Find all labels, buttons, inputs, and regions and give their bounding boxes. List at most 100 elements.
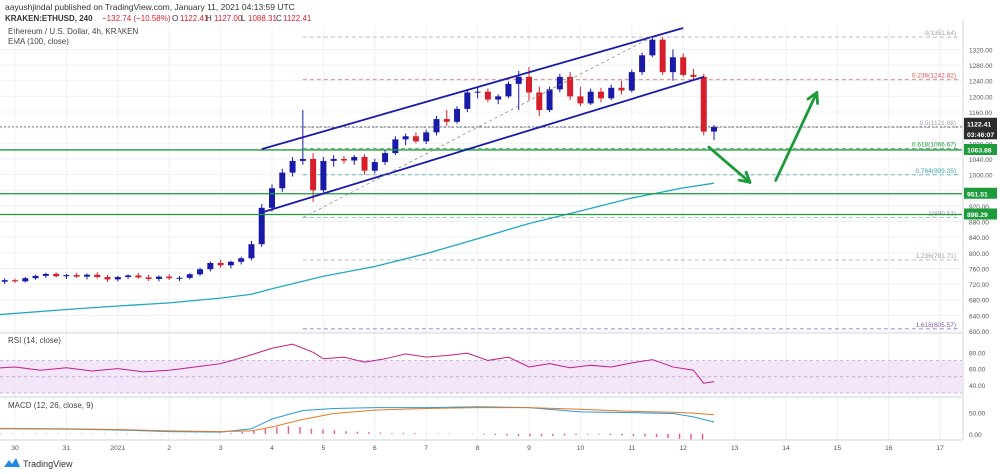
candle [505, 81, 512, 99]
candle-body [412, 136, 419, 142]
time-tick-label: 15 [834, 445, 842, 452]
macd-tick-label: 50.00 [969, 411, 986, 418]
candle [32, 274, 39, 280]
candle-body [515, 76, 522, 84]
time-tick-label: 17 [936, 445, 944, 452]
candle [392, 136, 399, 156]
candle [382, 150, 389, 165]
price-tick-label: 760.00 [969, 266, 989, 273]
candle-body [22, 278, 29, 282]
ohlc-c-label: C [276, 14, 282, 23]
projection-arrow-up [774, 91, 819, 182]
rsi-pane: 40.00 60.00 80.00 [0, 343, 986, 394]
price-tag-text: 1063.88 [967, 147, 992, 154]
publish-line: aayushjindal published on TradingView.co… [5, 2, 295, 12]
ohlc-h-label: H [206, 14, 212, 23]
candle-body [94, 274, 101, 278]
candle-body [125, 275, 132, 278]
candle-body [700, 76, 707, 132]
candle [114, 275, 121, 282]
candle [73, 272, 80, 278]
ohlc-l-label: L [241, 14, 246, 23]
rsi-tick-label: 80.00 [969, 350, 986, 357]
candle [608, 84, 615, 101]
candle [680, 53, 687, 77]
tradingview-brand: TradingView [23, 459, 73, 469]
candle [340, 155, 347, 164]
candle [258, 203, 265, 247]
candle [207, 261, 214, 272]
candle-body [597, 91, 604, 99]
price-tick-label: 1000.00 [969, 173, 993, 180]
candle-body [474, 91, 481, 93]
candle [83, 273, 90, 280]
candle [536, 86, 543, 116]
candle [217, 259, 224, 268]
price-tick-label: 1200.00 [969, 94, 993, 101]
candle-body [423, 132, 430, 142]
time-tick-label: 10 [577, 445, 585, 452]
candle-body [464, 92, 471, 109]
ohlc-o-label: O [172, 14, 178, 23]
candle [546, 86, 553, 113]
time-tick-label: 31 [63, 445, 71, 452]
candle [639, 52, 646, 75]
price-tag-text: 951.51 [967, 191, 988, 198]
candle [186, 273, 193, 280]
candle-body [42, 273, 49, 276]
price-tick-label: 1280.00 [969, 63, 993, 70]
candle-body [608, 87, 615, 99]
candle [227, 260, 234, 269]
candle-body [340, 158, 347, 161]
price-tag [964, 208, 997, 220]
candle [166, 274, 173, 281]
candle-body [186, 274, 193, 278]
ema-label: EMA (100, close) [8, 37, 69, 46]
candle [330, 155, 337, 167]
price-tick-label: 1240.00 [969, 79, 993, 86]
candle [700, 73, 707, 136]
price-tick-label: 840.00 [969, 235, 989, 242]
rsi-tick-label: 40.00 [969, 383, 986, 390]
candle-body [330, 158, 337, 161]
arrow-head [737, 170, 752, 184]
price-tick-label: 880.00 [969, 220, 989, 227]
candle-body [351, 156, 358, 161]
candle-body [279, 172, 286, 189]
candle [474, 86, 481, 99]
candle-body [155, 276, 162, 279]
candle [176, 275, 183, 281]
candle [320, 156, 327, 195]
candle [577, 86, 584, 107]
price-tick-label: 1040.00 [969, 157, 993, 164]
price-tag [964, 143, 997, 155]
instrument-title: Ethereum / U.S. Dollar, 4h, KRAKEN [8, 27, 138, 36]
rsi-line [0, 343, 715, 384]
time-tick-label: 5 [322, 445, 326, 452]
candle-body [577, 96, 584, 104]
time-tick-label: 2 [167, 445, 171, 452]
candle [145, 274, 152, 281]
candle [42, 272, 49, 278]
fib-level-label: 0.618(1066.67) [912, 142, 956, 149]
candle [12, 278, 18, 283]
candle-body [649, 39, 656, 56]
candle-body [248, 244, 255, 259]
candle-body [443, 119, 450, 122]
candle [125, 274, 132, 279]
symbol-text: KRAKEN:ETHUSD, 240 [5, 14, 93, 23]
price-tag [964, 187, 997, 199]
candle [567, 72, 574, 101]
candles [1, 36, 718, 285]
candle-body [382, 153, 389, 163]
candle-body [269, 188, 275, 208]
candle [690, 69, 697, 81]
candle [495, 94, 502, 105]
candle [423, 129, 430, 145]
price-tick-label: 1320.00 [969, 47, 993, 54]
candle [371, 158, 378, 174]
candle-body [361, 156, 368, 171]
price-tick-label: 600.00 [969, 329, 989, 336]
time-tick-label: 3 [219, 445, 223, 452]
candle [443, 110, 450, 126]
